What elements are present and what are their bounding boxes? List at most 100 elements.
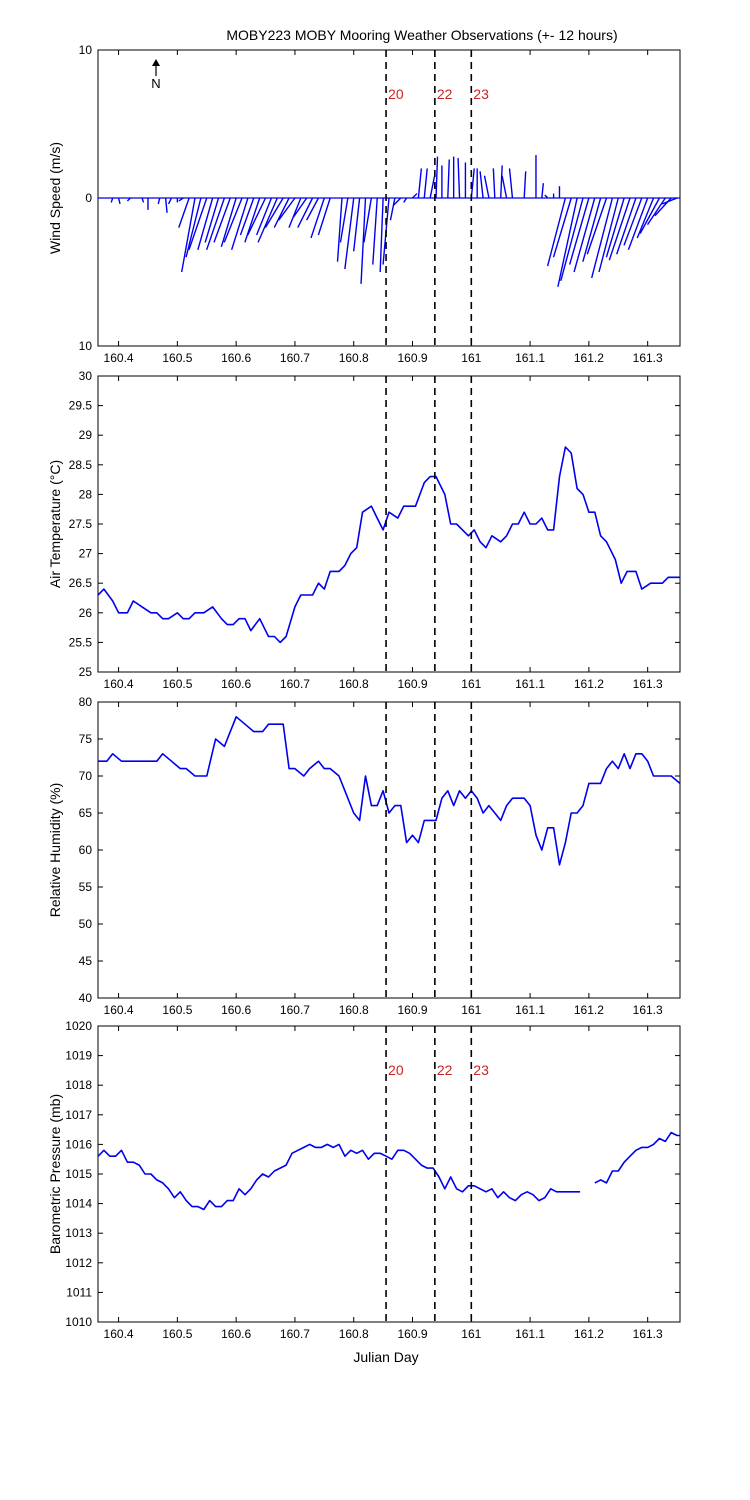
wind-vector	[568, 197, 590, 265]
marker-label: 22	[437, 1062, 453, 1078]
y-axis-label: Relative Humidity (%)	[47, 783, 63, 918]
wind-vector	[541, 183, 545, 199]
x-tick-label: 161.3	[633, 1327, 663, 1341]
plot-frame	[97, 701, 681, 999]
x-tick-label: 160.4	[104, 1003, 134, 1017]
x-tick-label: 160.7	[280, 1327, 310, 1341]
wind-vector	[412, 193, 418, 199]
y-tick-label: 75	[79, 732, 93, 746]
plot-area	[98, 1131, 680, 1211]
x-tick-label: 160.6	[221, 677, 251, 691]
y-tick-label: 29	[79, 428, 93, 442]
wind-vector	[379, 197, 384, 273]
x-tick-label: 161.1	[515, 351, 545, 365]
wind-vector	[403, 197, 408, 203]
x-tick-label: 161.1	[515, 1003, 545, 1017]
wind-vector	[239, 197, 255, 236]
wind-vector	[157, 197, 161, 205]
data-line	[98, 1143, 581, 1211]
y-tick-label: 26	[79, 606, 93, 620]
wind-vector	[178, 197, 190, 228]
x-tick-label: 160.5	[162, 677, 192, 691]
marker-label: 22	[437, 86, 453, 102]
y-tick-label: 25	[79, 665, 93, 679]
x-axis-label: Julian Day	[353, 1349, 418, 1365]
wind-vector	[247, 197, 267, 236]
panel-1: 160.4 160.5 160.6 160.7 160.8 160.9 161 161.1 16…	[47, 43, 681, 365]
y-tick-label: 26.5	[69, 576, 93, 590]
wind-vector	[220, 197, 237, 248]
data-line	[98, 446, 680, 644]
wind-vector	[598, 197, 619, 273]
y-tick-label: 1013	[65, 1226, 92, 1240]
y-tick-label: 28.5	[69, 458, 93, 472]
x-tick-label: 160.7	[280, 1003, 310, 1017]
wind-vector	[590, 197, 614, 279]
x-tick-label: 160.5	[162, 351, 192, 365]
x-tick-label: 161	[461, 1327, 481, 1341]
x-tick-label: 160.8	[339, 1327, 369, 1341]
x-tick-label: 161.2	[574, 1003, 604, 1017]
panel-2: 160.4 160.5 160.6 160.7 160.8 160.9 161 161.1 16…	[47, 369, 681, 691]
x-tick-label: 161.3	[633, 1003, 663, 1017]
north-arrow-icon: N	[151, 59, 161, 91]
y-tick-label: 1017	[65, 1108, 92, 1122]
x-tick-label: 160.4	[104, 677, 134, 691]
wind-vector	[255, 197, 273, 236]
y-tick-label: 1014	[65, 1197, 92, 1211]
x-tick-label: 160.8	[339, 351, 369, 365]
x-tick-label: 161.1	[515, 677, 545, 691]
wind-vector	[164, 197, 168, 213]
y-tick-label: 29.5	[69, 399, 93, 413]
wind-vector	[429, 175, 436, 199]
wind-vector	[552, 197, 572, 258]
panel-3: 160.4 160.5 160.6 160.7 160.8 160.9 161 161.1 16…	[47, 695, 681, 1017]
wind-vector	[344, 197, 355, 270]
wind-vector	[608, 197, 631, 261]
marker-label: 20	[388, 86, 404, 102]
y-tick-label: 25.5	[69, 635, 93, 649]
wind-vector	[392, 197, 402, 206]
wind-vector	[297, 197, 314, 228]
y-tick-label: 50	[79, 917, 93, 931]
wind-vector	[560, 197, 584, 282]
marker-label: 23	[473, 86, 489, 102]
wind-vector	[435, 156, 439, 199]
y-tick-label: 1018	[65, 1078, 92, 1092]
y-axis-label: Barometric Pressure (mb)	[47, 1094, 63, 1254]
wind-vector	[372, 197, 378, 265]
wind-vector	[264, 197, 284, 228]
north-arrow-head	[152, 59, 160, 66]
wind-vector	[317, 197, 331, 236]
wind-vector	[546, 197, 567, 267]
wind-vector	[470, 168, 475, 199]
north-label: N	[151, 76, 160, 91]
wind-vector	[417, 168, 423, 199]
wind-vector	[501, 175, 508, 199]
wind-vector	[623, 197, 643, 246]
x-tick-label: 160.7	[280, 351, 310, 365]
y-tick-label: 10	[79, 339, 93, 353]
wind-vector	[288, 197, 302, 228]
plot-area	[98, 446, 680, 644]
y-tick-label: 60	[79, 843, 93, 857]
y-tick-label: 80	[79, 695, 93, 709]
x-tick-label: 160.9	[397, 1003, 427, 1017]
wind-vector	[352, 197, 361, 252]
wind-vector	[479, 171, 484, 199]
marker-label: 23	[473, 1062, 489, 1078]
x-tick-label: 161.1	[515, 1327, 545, 1341]
x-tick-label: 160.4	[104, 351, 134, 365]
x-tick-label: 161.2	[574, 351, 604, 365]
y-tick-label: 27.5	[69, 517, 93, 531]
wind-vector	[180, 197, 196, 273]
wind-vector	[126, 197, 131, 202]
wind-vector	[627, 197, 649, 251]
wind-vector	[492, 168, 496, 199]
wind-vector	[205, 197, 226, 251]
wind-vector	[508, 168, 514, 199]
wind-vector	[389, 197, 396, 221]
x-tick-label: 160.6	[221, 1003, 251, 1017]
wind-vector	[360, 197, 367, 284]
y-tick-label: 1011	[66, 1285, 92, 1299]
